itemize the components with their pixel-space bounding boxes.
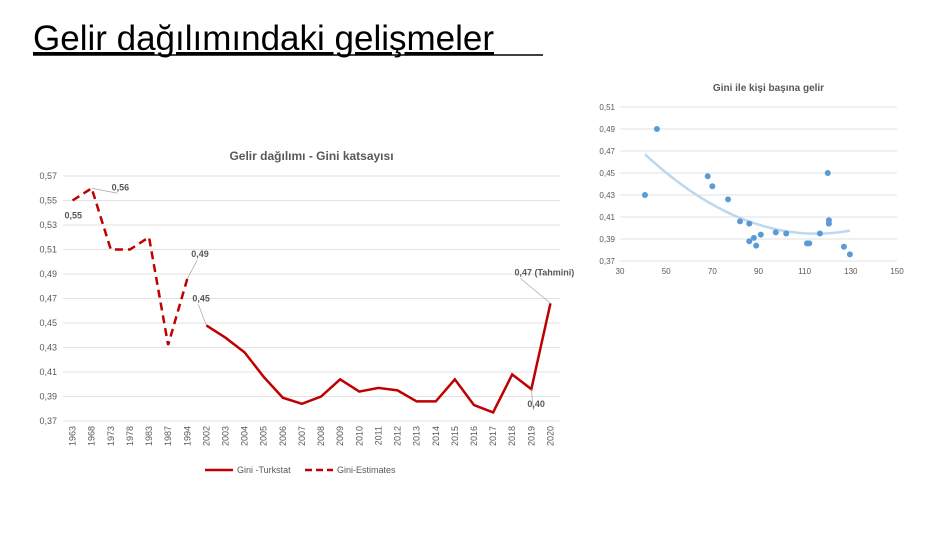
data-label: 0,47 (Tahmini) [514,267,574,277]
x-tick-label: 2013 [412,426,422,446]
y-tick-label: 0,45 [599,169,615,178]
y-tick-label: 0,55 [39,196,57,206]
point [806,240,813,247]
point [746,220,753,227]
point [746,238,753,245]
x-tick-label: 150 [890,267,904,276]
point [641,192,648,198]
x-tick-label: 130 [844,267,858,276]
y-tick-label: 0,47 [39,294,57,304]
data-label: 0,40 [527,399,545,409]
x-tick-label: 2015 [450,426,460,446]
point [825,220,832,227]
y-tick-label: 0,49 [599,125,615,134]
y-tick-label: 0,43 [599,191,615,200]
x-tick-label: 1987 [163,426,173,446]
y-tick-label: 0,57 [39,171,57,181]
x-tick-label: 2009 [335,426,345,446]
x-tick-label: 2002 [201,426,211,446]
x-tick-label: 2014 [431,426,441,446]
point [709,183,716,190]
leader-line [530,389,534,411]
x-tick-label: 2011 [373,426,383,445]
x-tick-label: 2020 [545,426,555,446]
y-tick-label: 0,45 [39,318,57,328]
x-tick-label: 2019 [526,426,536,446]
y-tick-label: 0,41 [39,367,57,377]
point [816,230,823,237]
x-tick-label: 2017 [488,426,498,446]
point [725,196,732,203]
y-tick-label: 0,43 [39,343,57,353]
chart-title: Gelir dağılımı - Gini katsayısı [229,149,393,163]
leader-line [186,259,198,280]
x-tick-label: 2003 [220,426,230,446]
x-tick-label: 1963 [68,426,78,446]
y-tick-label: 0,53 [39,220,57,230]
x-tick-label: 2010 [354,426,364,446]
chart-title: Gini ile kişi başına gelir [713,83,824,94]
x-tick-label: 1978 [125,426,135,446]
point [772,229,779,236]
x-tick-label: 2008 [316,426,326,446]
point [750,234,757,241]
y-tick-label: 0,39 [39,392,57,402]
y-tick-label: 0,51 [599,103,615,112]
y-tick-label: 0,49 [39,269,57,279]
x-tick-label: 1973 [106,426,116,446]
y-tick-label: 0,39 [599,235,615,244]
point [704,173,711,180]
leader-line [520,278,551,304]
y-tick-label: 0,47 [599,147,615,156]
x-tick-label: 2005 [259,426,269,446]
y-tick-label: 0,37 [599,257,615,266]
x-tick-label: 2006 [278,426,288,446]
point [737,218,744,225]
data-label: 0,55 [65,211,83,221]
x-tick-label: 2004 [240,426,250,446]
x-tick-label: 70 [708,267,717,276]
y-tick-label: 0,37 [39,416,57,426]
x-tick-label: 1994 [182,426,192,446]
trendline [644,153,851,235]
data-label: 0,45 [192,293,210,303]
x-tick-label: 110 [798,267,811,276]
x-tick-label: 1983 [144,426,154,446]
data-line [205,303,552,414]
x-tick-label: 2018 [507,426,517,446]
leader-line [198,304,207,326]
slide-title: Gelir dağılımındaki gelişmeler [33,19,494,58]
x-tick-label: 1968 [87,426,97,446]
point [653,126,660,132]
x-tick-label: 50 [662,267,671,276]
y-tick-label: 0,51 [39,245,57,255]
point [783,230,790,237]
data-line [71,186,189,346]
x-tick-label: 90 [754,267,763,276]
leader-line [91,187,118,194]
data-label: 0,56 [112,182,130,192]
point [753,242,760,249]
data-label: 0,49 [191,249,209,259]
legend-label: Gini -Turkstat [237,465,291,475]
legend-label: Gini-Estimates [337,465,396,475]
point [757,231,764,238]
x-tick-label: 2016 [469,426,479,446]
x-tick-label: 2012 [393,426,403,446]
x-tick-label: 2007 [297,426,307,446]
point [824,170,831,176]
point [840,243,847,250]
y-tick-label: 0,41 [599,213,615,222]
point [846,251,853,258]
x-tick-label: 30 [616,267,625,276]
